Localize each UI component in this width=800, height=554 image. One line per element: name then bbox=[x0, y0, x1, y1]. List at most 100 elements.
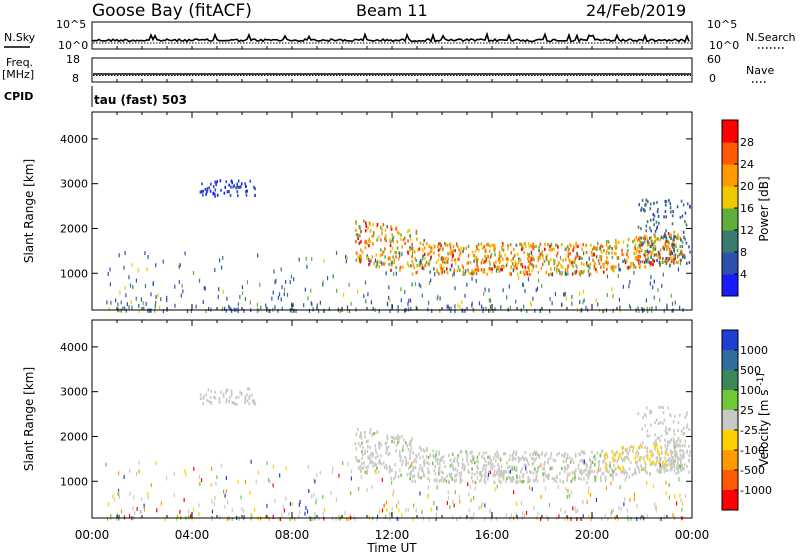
echo-point bbox=[635, 251, 638, 255]
echo-point bbox=[636, 449, 639, 453]
echo-point bbox=[195, 304, 197, 309]
echo-point bbox=[650, 251, 653, 255]
echo-point bbox=[236, 190, 239, 194]
echo-point bbox=[436, 485, 438, 490]
echo-point bbox=[510, 258, 513, 263]
echo-point bbox=[391, 436, 394, 440]
echo-point bbox=[520, 501, 522, 506]
echo-point bbox=[247, 387, 250, 391]
echo-point bbox=[463, 467, 465, 472]
echo-point bbox=[274, 280, 276, 285]
echo-point bbox=[471, 250, 474, 254]
echo-point bbox=[411, 255, 413, 259]
echo-point bbox=[460, 251, 462, 255]
echo-point bbox=[676, 444, 679, 448]
echo-point bbox=[500, 464, 503, 469]
echo-point bbox=[407, 447, 410, 452]
echo-point bbox=[147, 308, 149, 313]
echo-point bbox=[524, 265, 527, 269]
echo-point bbox=[681, 507, 683, 512]
echo-point bbox=[604, 465, 607, 470]
echo-point bbox=[208, 307, 210, 312]
echo-point bbox=[456, 257, 459, 262]
echo-point bbox=[475, 255, 478, 259]
echo-point bbox=[548, 248, 551, 252]
echo-point bbox=[655, 418, 658, 422]
echo-point bbox=[552, 247, 555, 251]
echo-point bbox=[294, 516, 296, 521]
echo-point bbox=[671, 465, 673, 469]
echo-point bbox=[509, 454, 512, 458]
echo-point bbox=[420, 468, 423, 472]
echo-point bbox=[432, 267, 435, 271]
echo-point bbox=[623, 471, 626, 476]
echo-point bbox=[677, 260, 679, 265]
echo-point bbox=[385, 271, 387, 276]
echo-point bbox=[667, 428, 670, 432]
echo-point bbox=[566, 478, 569, 482]
echo-point bbox=[109, 282, 111, 287]
echo-point bbox=[507, 257, 509, 261]
echo-point bbox=[604, 456, 606, 461]
echo-point bbox=[679, 444, 681, 448]
echo-point bbox=[288, 511, 290, 516]
echo-point bbox=[626, 266, 629, 270]
echo-point bbox=[641, 243, 643, 247]
echo-point bbox=[250, 393, 253, 397]
echo-point bbox=[383, 503, 385, 508]
echo-point bbox=[520, 247, 523, 252]
echo-point bbox=[491, 267, 493, 271]
colorbar-tick-label: 100 bbox=[740, 384, 761, 397]
y-tick-label: 2000 bbox=[60, 430, 88, 443]
echo-point bbox=[143, 507, 146, 512]
echo-point bbox=[608, 464, 611, 468]
echo-point bbox=[650, 454, 653, 458]
echo-point bbox=[660, 517, 662, 522]
echo-point bbox=[469, 272, 472, 276]
echo-point bbox=[382, 461, 385, 465]
echo-point bbox=[281, 512, 283, 517]
echo-point bbox=[534, 467, 536, 471]
echo-point bbox=[458, 472, 461, 476]
echo-point bbox=[641, 441, 644, 445]
echo-point bbox=[530, 303, 532, 308]
echo-point bbox=[651, 306, 653, 311]
echo-point bbox=[539, 256, 541, 260]
echo-point bbox=[369, 458, 372, 462]
echo-point bbox=[449, 464, 452, 468]
echo-point bbox=[676, 501, 678, 506]
echo-point bbox=[392, 272, 395, 277]
echo-point bbox=[319, 470, 321, 475]
echo-point bbox=[663, 215, 665, 219]
echo-point bbox=[440, 470, 443, 474]
echo-point bbox=[501, 242, 504, 246]
echo-point bbox=[476, 263, 478, 267]
echo-point bbox=[362, 445, 364, 450]
echo-point bbox=[147, 255, 149, 260]
echo-point bbox=[664, 451, 667, 456]
echo-point bbox=[633, 497, 636, 502]
echo-point bbox=[409, 464, 412, 468]
echo-point bbox=[412, 466, 414, 470]
echo-point bbox=[432, 454, 434, 458]
echo-point bbox=[239, 294, 241, 299]
echo-point bbox=[118, 495, 120, 500]
echo-point bbox=[452, 244, 455, 248]
echo-point bbox=[628, 265, 631, 269]
echo-point bbox=[385, 451, 387, 455]
echo-point bbox=[484, 470, 487, 474]
echo-point bbox=[475, 278, 477, 283]
echo-point bbox=[643, 457, 645, 461]
echo-point bbox=[678, 464, 681, 468]
echo-point bbox=[633, 471, 636, 475]
echo-point bbox=[634, 243, 637, 247]
echo-point bbox=[662, 236, 665, 240]
echo-point bbox=[681, 255, 684, 259]
echo-point bbox=[605, 243, 608, 247]
echo-point bbox=[605, 251, 608, 256]
echo-point bbox=[538, 454, 540, 458]
echo-point bbox=[521, 480, 523, 484]
echo-point bbox=[674, 235, 677, 239]
echo-point bbox=[517, 516, 519, 521]
